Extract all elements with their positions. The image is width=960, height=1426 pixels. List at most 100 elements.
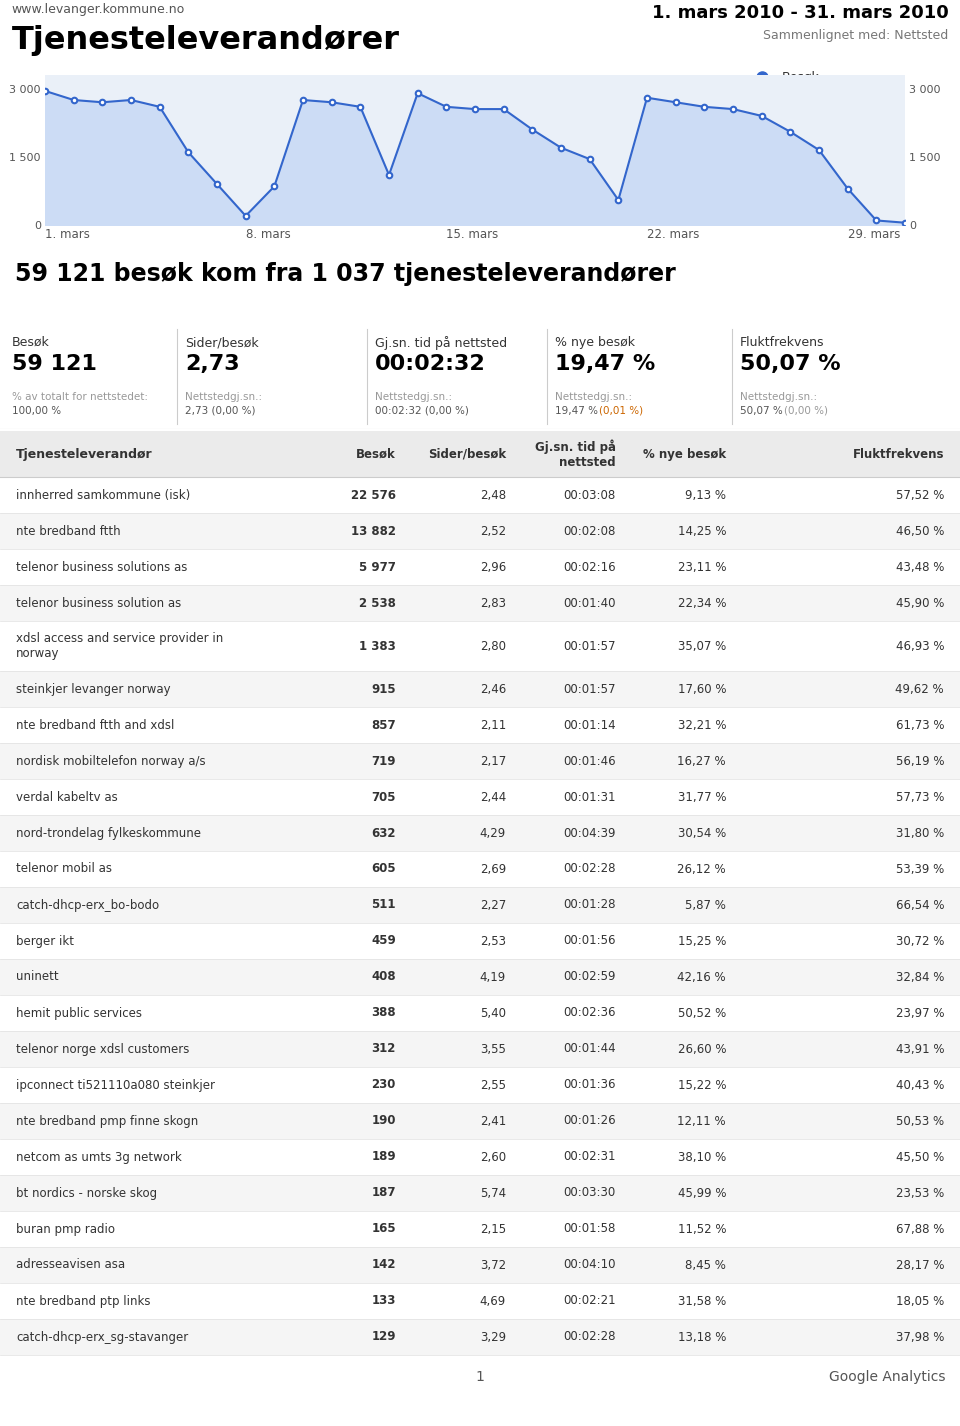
Text: 00:02:08: 00:02:08 xyxy=(564,525,616,538)
Text: 61,73 %: 61,73 % xyxy=(896,719,944,732)
Text: Nettstedgj.sn.:: Nettstedgj.sn.: xyxy=(375,392,452,402)
Text: catch-dhcp-erx_bo-bodo: catch-dhcp-erx_bo-bodo xyxy=(16,898,159,911)
Text: 632: 632 xyxy=(372,827,396,840)
Text: 00:04:10: 00:04:10 xyxy=(564,1259,616,1272)
Text: 2,52: 2,52 xyxy=(480,525,506,538)
Text: 5 977: 5 977 xyxy=(359,560,396,573)
Text: 3,55: 3,55 xyxy=(480,1042,506,1055)
Text: innherred samkommune (isk): innherred samkommune (isk) xyxy=(16,489,190,502)
Text: 388: 388 xyxy=(372,1007,396,1020)
Text: 5,40: 5,40 xyxy=(480,1007,506,1020)
Text: 26,60 %: 26,60 % xyxy=(678,1042,726,1055)
Text: 00:02:36: 00:02:36 xyxy=(564,1007,616,1020)
Text: 19,47 %: 19,47 % xyxy=(555,406,601,416)
Text: 4,29: 4,29 xyxy=(480,827,506,840)
Text: 50,07 %: 50,07 % xyxy=(740,406,786,416)
Text: 142: 142 xyxy=(372,1259,396,1272)
Text: 00:01:31: 00:01:31 xyxy=(564,790,616,803)
Text: nte bredband ftth and xdsl: nte bredband ftth and xdsl xyxy=(16,719,175,732)
Bar xyxy=(0,816,960,851)
Text: 2,11: 2,11 xyxy=(480,719,506,732)
Text: 605: 605 xyxy=(372,863,396,876)
Text: 00:02:59: 00:02:59 xyxy=(564,971,616,984)
Text: 66,54 %: 66,54 % xyxy=(896,898,944,911)
Text: 22. mars: 22. mars xyxy=(647,228,700,241)
Text: 00:02:28: 00:02:28 xyxy=(564,863,616,876)
Text: 230: 230 xyxy=(372,1078,396,1091)
Text: 2,73: 2,73 xyxy=(185,354,240,374)
Text: 13,18 %: 13,18 % xyxy=(678,1330,726,1343)
Text: 00:01:57: 00:01:57 xyxy=(564,683,616,696)
Text: Nettstedgj.sn.:: Nettstedgj.sn.: xyxy=(185,392,262,402)
Text: Fluktfrekvens: Fluktfrekvens xyxy=(740,337,825,349)
Text: 857: 857 xyxy=(372,719,396,732)
Text: hemit public services: hemit public services xyxy=(16,1007,142,1020)
Text: 32,21 %: 32,21 % xyxy=(678,719,726,732)
Text: 2,41: 2,41 xyxy=(480,1115,506,1128)
Text: 45,90 %: 45,90 % xyxy=(896,596,944,609)
Text: 2,80: 2,80 xyxy=(480,639,506,653)
Text: 29. mars: 29. mars xyxy=(848,228,900,241)
Text: 4,69: 4,69 xyxy=(480,1295,506,1308)
Text: 133: 133 xyxy=(372,1295,396,1308)
Text: 50,53 %: 50,53 % xyxy=(896,1115,944,1128)
Text: 15,25 %: 15,25 % xyxy=(678,934,726,947)
Text: 915: 915 xyxy=(372,683,396,696)
Text: 00:02:21: 00:02:21 xyxy=(564,1295,616,1308)
Text: 31,80 %: 31,80 % xyxy=(896,827,944,840)
Text: Nettstedbruk: Nettstedbruk xyxy=(15,302,105,315)
Text: Sider/besøk: Sider/besøk xyxy=(428,448,506,461)
Text: 32,84 %: 32,84 % xyxy=(896,971,944,984)
Text: 2,15: 2,15 xyxy=(480,1222,506,1235)
Text: nte bredband ftth: nte bredband ftth xyxy=(16,525,121,538)
Text: 26,12 %: 26,12 % xyxy=(678,863,726,876)
Text: 190: 190 xyxy=(372,1115,396,1128)
Text: verdal kabeltv as: verdal kabeltv as xyxy=(16,790,118,803)
Bar xyxy=(0,1283,960,1319)
Text: telenor norge xdsl customers: telenor norge xdsl customers xyxy=(16,1042,189,1055)
Text: 5,74: 5,74 xyxy=(480,1186,506,1199)
Text: 00:01:58: 00:01:58 xyxy=(564,1222,616,1235)
Text: catch-dhcp-erx_sg-stavanger: catch-dhcp-erx_sg-stavanger xyxy=(16,1330,188,1343)
Text: % nye besøk: % nye besøk xyxy=(555,337,635,349)
Bar xyxy=(0,923,960,960)
Text: 5,87 %: 5,87 % xyxy=(685,898,726,911)
Text: 11,52 %: 11,52 % xyxy=(678,1222,726,1235)
Bar xyxy=(0,1175,960,1211)
Text: netcom as umts 3g network: netcom as umts 3g network xyxy=(16,1151,181,1164)
Text: 23,97 %: 23,97 % xyxy=(896,1007,944,1020)
Text: Besøk: Besøk xyxy=(12,337,50,349)
Bar xyxy=(0,513,960,549)
Text: 2,53: 2,53 xyxy=(480,934,506,947)
Text: 28,17 %: 28,17 % xyxy=(896,1259,944,1272)
Bar xyxy=(0,1102,960,1139)
Text: adresseavisen asa: adresseavisen asa xyxy=(16,1259,125,1272)
Bar xyxy=(0,1139,960,1175)
Text: 43,91 %: 43,91 % xyxy=(896,1042,944,1055)
Bar xyxy=(0,478,960,513)
Text: 00:03:08: 00:03:08 xyxy=(564,489,616,502)
Text: 00:02:31: 00:02:31 xyxy=(564,1151,616,1164)
Text: telenor business solution as: telenor business solution as xyxy=(16,596,181,609)
Text: (0,01 %): (0,01 %) xyxy=(599,406,643,416)
Text: ipconnect ti521110a080 steinkjer: ipconnect ti521110a080 steinkjer xyxy=(16,1078,215,1091)
Text: 4,19: 4,19 xyxy=(480,971,506,984)
Text: 1. mars 2010 - 31. mars 2010: 1. mars 2010 - 31. mars 2010 xyxy=(652,3,948,21)
Text: 59 121: 59 121 xyxy=(12,354,97,374)
Text: 57,73 %: 57,73 % xyxy=(896,790,944,803)
Text: 3,72: 3,72 xyxy=(480,1259,506,1272)
Text: 12,11 %: 12,11 % xyxy=(678,1115,726,1128)
Text: nordisk mobiltelefon norway a/s: nordisk mobiltelefon norway a/s xyxy=(16,754,205,767)
Text: 2,55: 2,55 xyxy=(480,1078,506,1091)
Bar xyxy=(0,672,960,707)
Bar xyxy=(0,620,960,672)
Text: 40,43 %: 40,43 % xyxy=(896,1078,944,1091)
Text: nte bredband pmp finne skogn: nte bredband pmp finne skogn xyxy=(16,1115,199,1128)
Text: 312: 312 xyxy=(372,1042,396,1055)
Bar xyxy=(0,743,960,779)
Text: 00:01:28: 00:01:28 xyxy=(564,898,616,911)
Bar xyxy=(0,960,960,995)
Bar xyxy=(0,995,960,1031)
Text: 53,39 %: 53,39 % xyxy=(896,863,944,876)
Text: 42,16 %: 42,16 % xyxy=(678,971,726,984)
